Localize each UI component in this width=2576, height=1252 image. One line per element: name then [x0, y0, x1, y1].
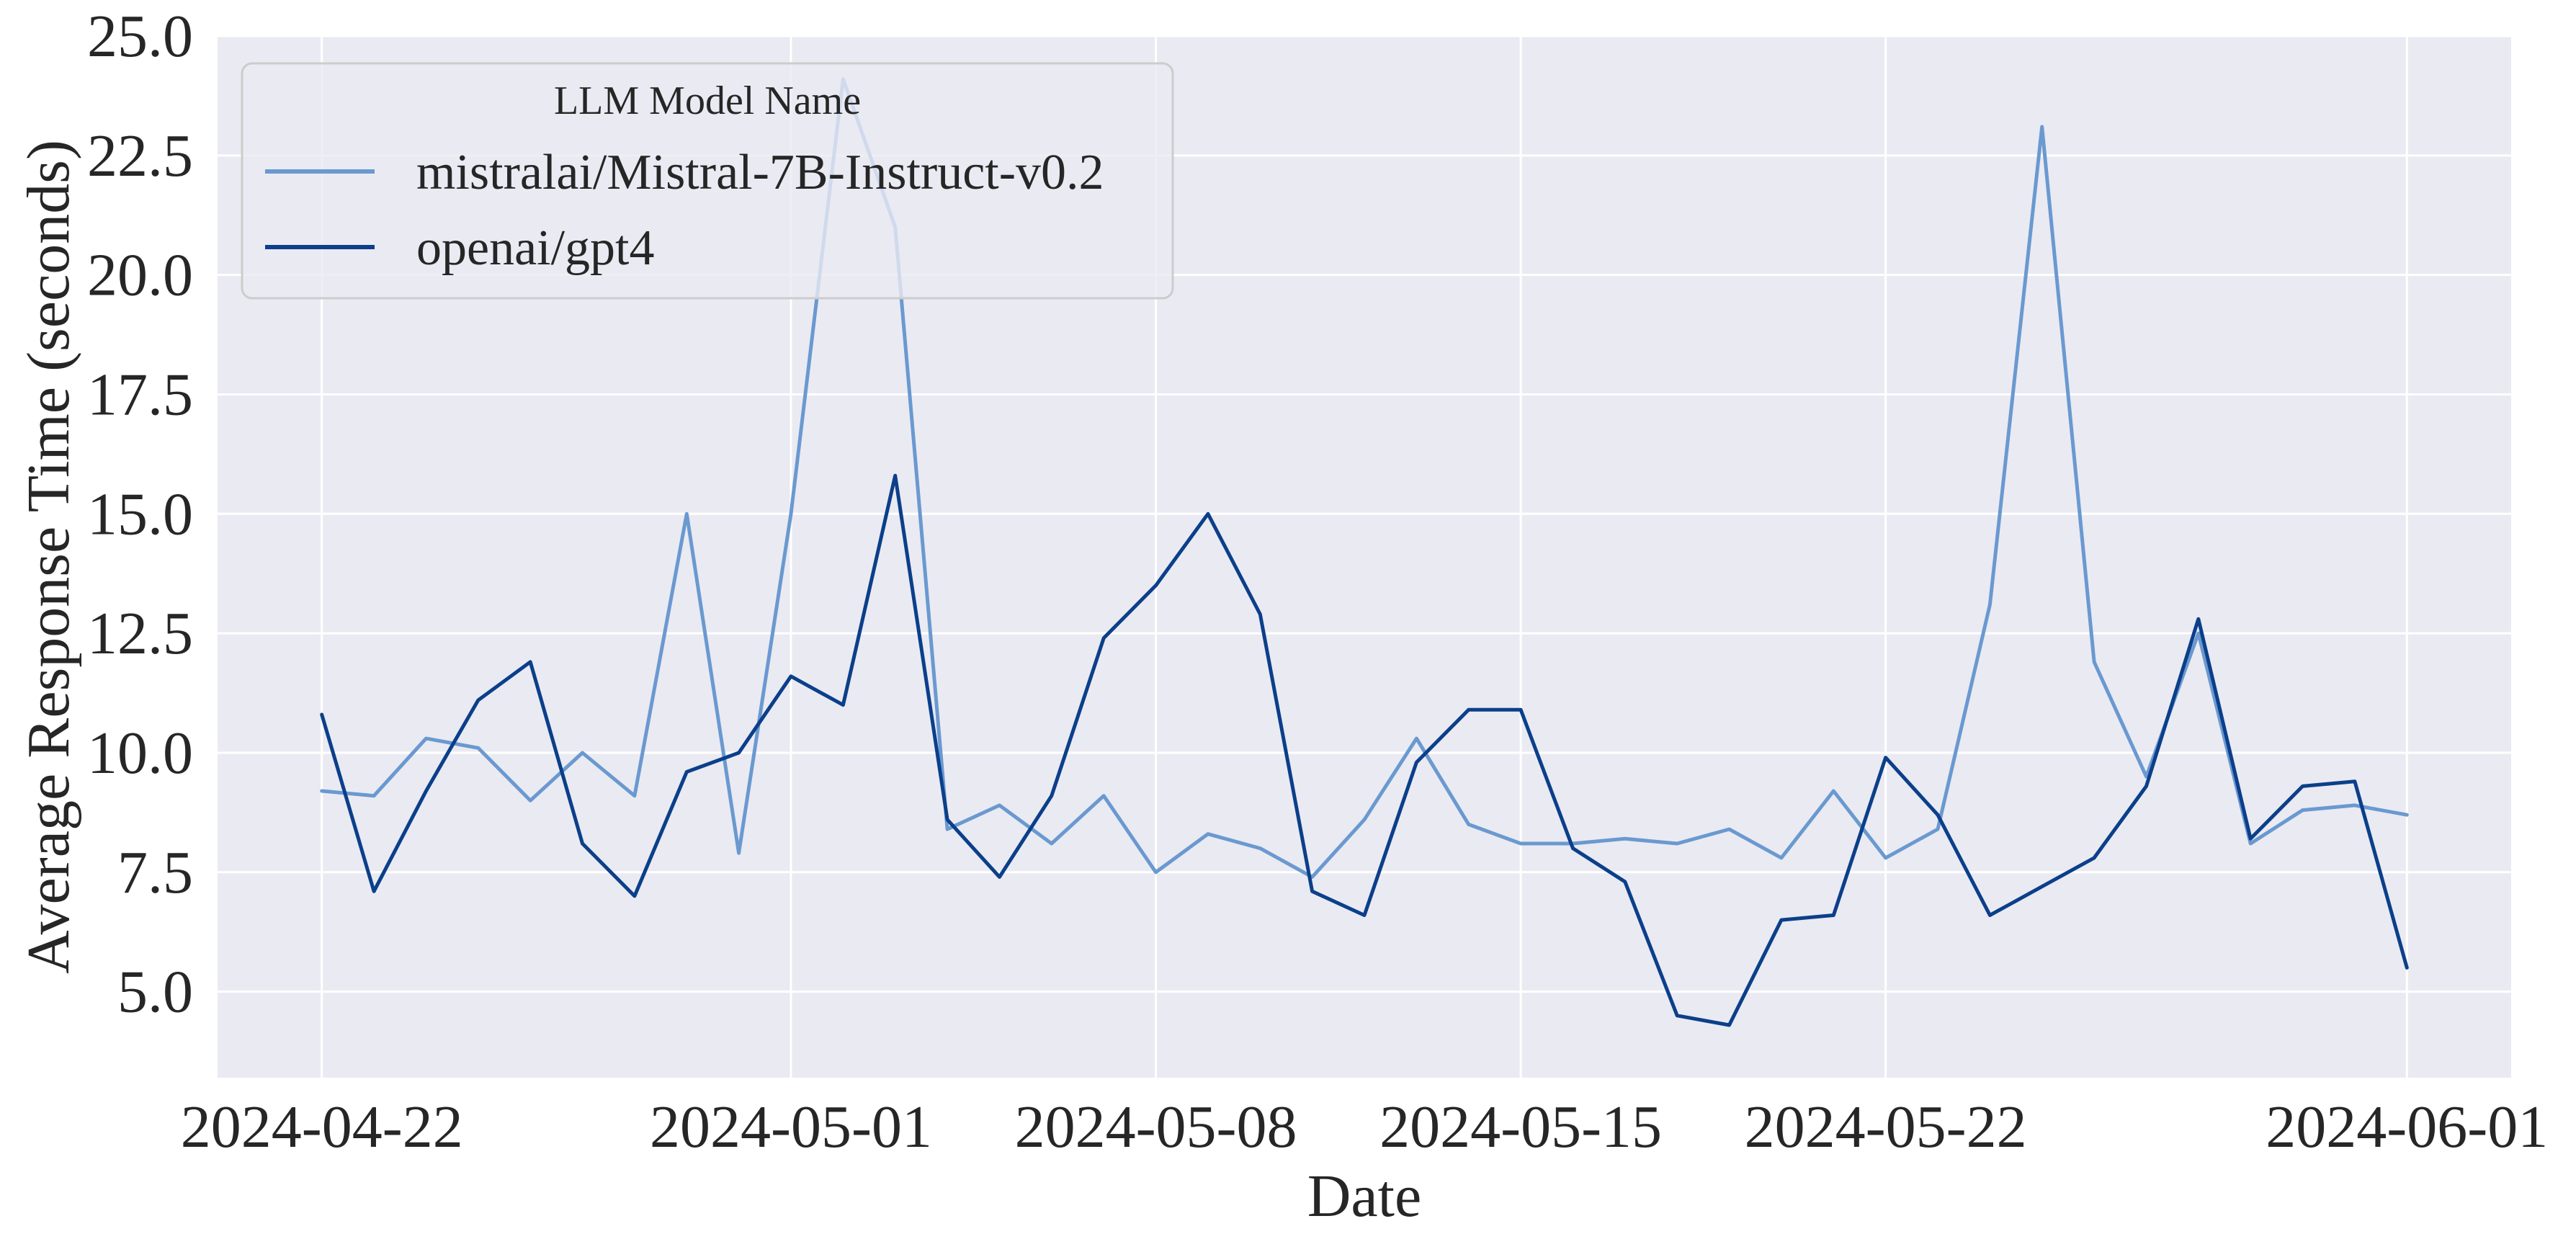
y-tick-label: 5.0 [117, 959, 193, 1026]
series-line-mistral [320, 77, 2409, 879]
legend-box [241, 62, 1174, 300]
y-tick-label: 7.5 [117, 839, 193, 906]
y-tick-label: 15.0 [87, 480, 193, 547]
y-tick-label: 22.5 [87, 122, 193, 189]
y-axis-label: Average Response Time (seconds) [15, 140, 82, 974]
x-axis-label: Date [1307, 1163, 1422, 1230]
y-tick-label: 10.0 [87, 720, 193, 787]
y-tick-label: 25.0 [87, 3, 193, 70]
legend: LLM Model Name mistralai/Mistral-7B-Inst… [241, 62, 1174, 300]
x-tick-label: 2024-05-01 [650, 1094, 932, 1161]
y-tick-labels: 5.0 7.5 10.0 12.5 15.0 17.5 20.0 22.5 25.0 [87, 3, 193, 1026]
x-tick-label: 2024-05-08 [1015, 1094, 1297, 1161]
y-tick-label: 20.0 [87, 242, 193, 309]
y-tick-label: 17.5 [87, 361, 193, 428]
series-lines [320, 77, 2409, 1027]
y-tick-label: 12.5 [87, 600, 193, 667]
legend-label-gpt4: openai/gpt4 [416, 220, 654, 276]
x-tick-label: 2024-04-22 [181, 1094, 463, 1161]
series-line-gpt4 [320, 473, 2409, 1027]
x-tick-label: 2024-05-22 [1745, 1094, 2027, 1161]
legend-title: LLM Model Name [554, 79, 861, 123]
x-tick-label: 2024-05-15 [1379, 1094, 1662, 1161]
x-tick-labels: 2024-04-22 2024-05-01 2024-05-08 2024-05-15… [181, 1094, 2548, 1161]
x-tick-label: 2024-06-01 [2266, 1094, 2548, 1161]
legend-label-mistral: mistralai/Mistral-7B-Instruct-v0.2 [416, 145, 1104, 200]
